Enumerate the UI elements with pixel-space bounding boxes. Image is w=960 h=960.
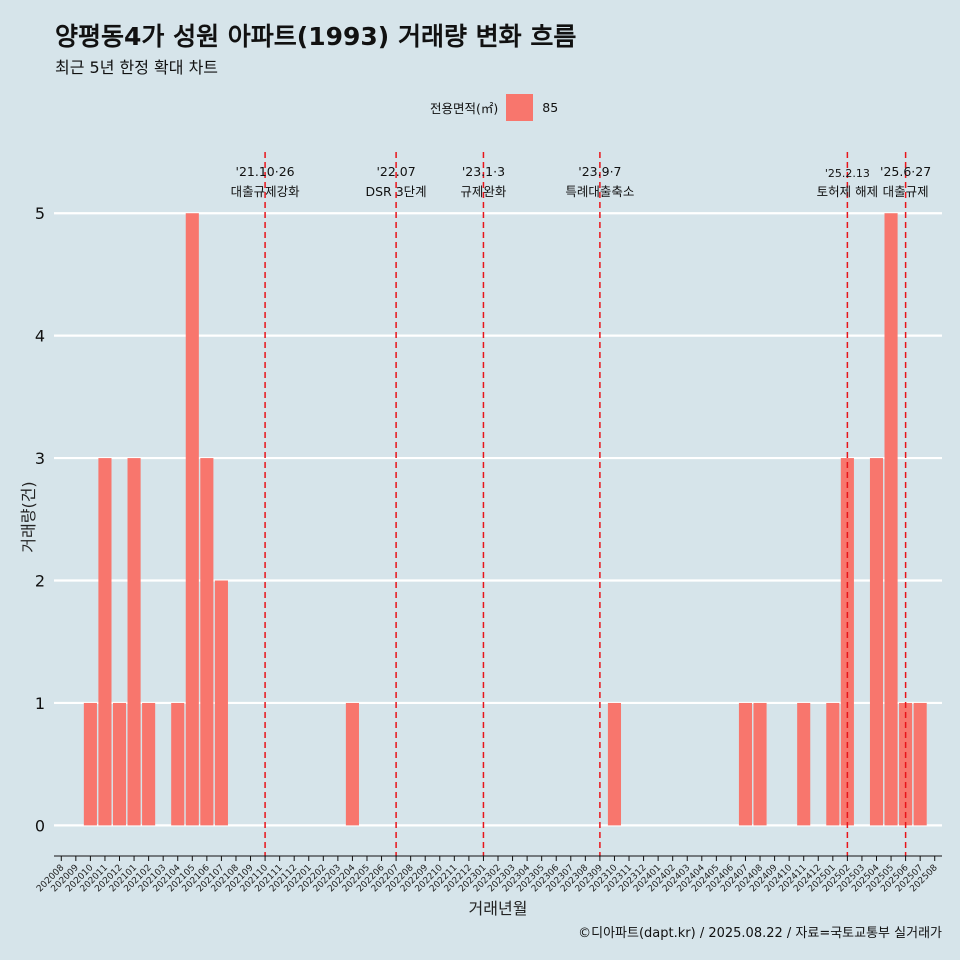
bar bbox=[826, 702, 840, 826]
event-label: 토허제 해제 bbox=[817, 184, 878, 199]
bar bbox=[913, 702, 927, 826]
bar bbox=[112, 702, 127, 826]
legend: 전용면적(㎡) 85 bbox=[430, 93, 558, 121]
event-date: '23.9·7 bbox=[578, 164, 621, 179]
event-label: DSR 3단계 bbox=[366, 184, 427, 199]
event-label: 규제완화 bbox=[460, 184, 507, 199]
legend-label: 85 bbox=[542, 99, 559, 115]
event-date: '25.2.13 bbox=[825, 167, 870, 180]
bar bbox=[884, 213, 898, 826]
bar bbox=[214, 580, 228, 826]
bar bbox=[797, 702, 811, 826]
bar bbox=[98, 458, 112, 826]
bar bbox=[840, 458, 854, 826]
event-date: '21.10·26 bbox=[236, 164, 295, 179]
bar bbox=[171, 702, 185, 826]
y-tick-label: 2 bbox=[35, 572, 45, 591]
event-date: '23.1·3 bbox=[462, 164, 505, 179]
event-label: 대출규제강화 bbox=[231, 184, 301, 199]
y-tick-label: 4 bbox=[35, 327, 45, 346]
x-axis: 2020082020092020102020112020122021012021… bbox=[35, 855, 942, 894]
x-axis-title: 거래년월 bbox=[469, 899, 528, 918]
bar bbox=[83, 702, 97, 826]
y-axis: 0 1 2 3 4 5 bbox=[35, 204, 45, 835]
bars bbox=[83, 213, 927, 826]
bar bbox=[607, 702, 622, 826]
bar bbox=[200, 458, 214, 826]
bar bbox=[738, 702, 753, 826]
event-lines: '21.10·26 대출규제강화 '22.07 DSR 3단계 '23.1·3 규제완화 '… bbox=[231, 152, 931, 856]
legend-title: 전용면적(㎡) bbox=[430, 100, 499, 116]
event-label: 특례대출축소 bbox=[565, 184, 634, 199]
bar bbox=[869, 458, 884, 826]
y-tick-label: 3 bbox=[35, 449, 45, 468]
bar bbox=[142, 702, 156, 826]
event-label: 대출규제 bbox=[883, 184, 929, 199]
chart-title: 양평동4가 성원 아파트(1993) 거래량 변화 흐름 bbox=[55, 22, 577, 51]
bar bbox=[127, 458, 141, 826]
source-caption: ©디아파트(dapt.kr) / 2025.08.22 / 자료=국토교통부 실… bbox=[578, 926, 942, 941]
y-tick-label: 0 bbox=[35, 816, 45, 835]
bar bbox=[185, 213, 199, 826]
bar bbox=[753, 702, 767, 826]
y-tick-label: 5 bbox=[35, 204, 45, 223]
y-tick-label: 1 bbox=[35, 694, 45, 713]
event-date: '22.07 bbox=[376, 164, 415, 179]
bar bbox=[345, 702, 359, 826]
y-axis-title: 거래량(건) bbox=[19, 481, 38, 552]
chart-subtitle: 최근 5년 한정 확대 차트 bbox=[55, 58, 219, 77]
legend-swatch bbox=[506, 93, 534, 121]
event-date: '25.6·27 bbox=[880, 164, 931, 179]
